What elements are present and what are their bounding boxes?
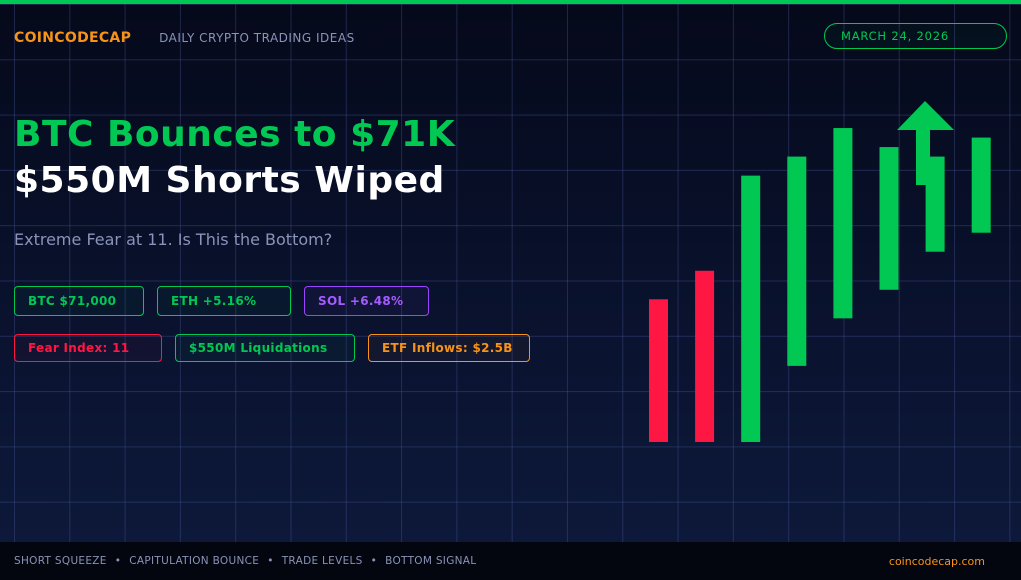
- badge-btc-price: BTC $71,000: [14, 286, 144, 316]
- candle-bar-2: [695, 270, 715, 442]
- candle-bar-7: [925, 156, 945, 252]
- date-badge: MARCH 24, 2026: [824, 23, 1007, 49]
- candle-chart: [649, 101, 991, 442]
- candle-bar-4: [787, 156, 807, 366]
- up-arrow-icon: [897, 101, 954, 185]
- badge-eth-change: ETH +5.16%: [157, 286, 291, 316]
- footer-website-link[interactable]: coincodecap.com: [888, 554, 985, 568]
- badge-etf-inflows: ETF Inflows: $2.5B: [368, 334, 530, 362]
- footer-tag: TRADE LEVELS: [281, 555, 363, 567]
- tagline: DAILY CRYPTO TRADING IDEAS: [159, 31, 355, 45]
- footer-separator: •: [267, 555, 274, 567]
- top-accent-bar: [0, 0, 1021, 4]
- header: COINCODECAP DAILY CRYPTO TRADING IDEAS: [14, 28, 355, 48]
- candle-bar-3: [741, 175, 761, 442]
- candle-bar-8: [971, 137, 991, 233]
- candle-bar-5: [833, 128, 853, 319]
- footer-tag: CAPITULATION BOUNCE: [129, 555, 260, 567]
- badge-sol-change: SOL +6.48%: [304, 286, 429, 316]
- badge-fear-index: Fear Index: 11: [14, 334, 162, 362]
- footer-tag: BOTTOM SIGNAL: [385, 555, 477, 567]
- footer: SHORT SQUEEZE • CAPITULATION BOUNCE • TRADE …: [0, 542, 1021, 580]
- headline-primary: BTC Bounces to $71K: [14, 114, 456, 155]
- candle-bar-1: [649, 299, 668, 442]
- footer-separator: •: [370, 555, 378, 567]
- footer-tag: SHORT SQUEEZE: [14, 555, 107, 567]
- brand-logo[interactable]: COINCODECAP: [14, 30, 132, 46]
- footer-tags: SHORT SQUEEZE • CAPITULATION BOUNCE • TRADE …: [14, 555, 476, 567]
- subtitle: Extreme Fear at 11. Is This the Bottom?: [14, 230, 333, 249]
- headline-secondary: $550M Shorts Wiped: [14, 160, 445, 201]
- badge-liquidations: $550M Liquidations: [175, 334, 355, 362]
- footer-separator: •: [114, 555, 122, 567]
- candle-bar-6: [879, 147, 899, 290]
